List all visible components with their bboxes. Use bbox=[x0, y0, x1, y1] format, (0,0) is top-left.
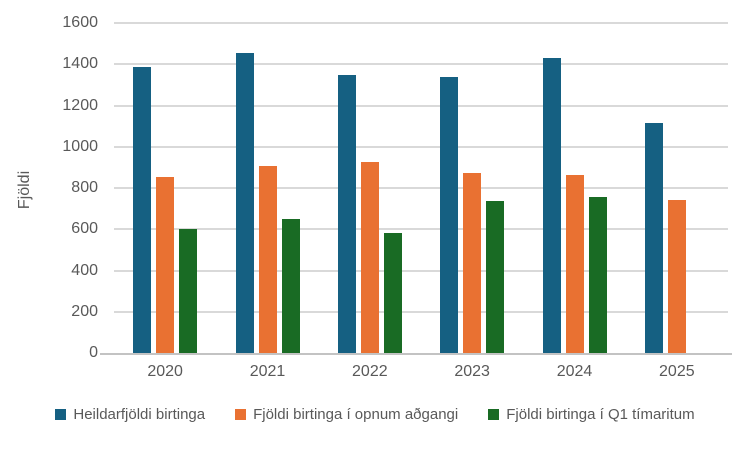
bar-2020 bbox=[156, 177, 175, 353]
legend-swatch bbox=[235, 409, 247, 420]
x-tick-label: 2020 bbox=[147, 363, 183, 380]
legend-swatch bbox=[488, 409, 500, 420]
legend: Heildarfjöldi birtinga Fjöldi birtinga í … bbox=[0, 406, 750, 423]
legend-swatch bbox=[55, 409, 67, 420]
bar-group-2023 bbox=[440, 77, 505, 353]
bar-2021 bbox=[258, 166, 277, 353]
y-tick-label: 200 bbox=[71, 302, 98, 320]
legend-item: Heildarfjöldi birtinga bbox=[55, 406, 205, 423]
x-tick-label: 2022 bbox=[352, 363, 388, 380]
y-tick-label: 400 bbox=[71, 261, 98, 279]
y-tick-label: 1400 bbox=[62, 55, 98, 73]
bar-2025 bbox=[667, 200, 686, 353]
bar-2022 bbox=[383, 233, 402, 353]
y-tick-label: 0 bbox=[89, 344, 98, 361]
bar-2023 bbox=[463, 173, 482, 353]
gridline bbox=[114, 310, 728, 313]
bar-2020 bbox=[133, 67, 152, 353]
legend-item: Fjöldi birtinga í Q1 tímaritum bbox=[488, 406, 695, 423]
legend-item: Fjöldi birtinga í opnum aðgangi bbox=[235, 406, 458, 423]
bar-2023 bbox=[440, 77, 459, 353]
gridline bbox=[114, 187, 728, 189]
bar-group-2020 bbox=[133, 67, 198, 353]
bar-2024 bbox=[588, 197, 607, 353]
bar-2022 bbox=[337, 75, 356, 353]
gridline bbox=[114, 228, 728, 231]
bar-group-2024 bbox=[542, 58, 607, 353]
x-tick-label: 2025 bbox=[659, 363, 695, 380]
x-tick-label: 2023 bbox=[454, 363, 490, 380]
legend-label: Heildarfjöldi birtinga bbox=[73, 406, 206, 423]
gridline bbox=[114, 22, 728, 24]
y-tick-label: 800 bbox=[71, 179, 98, 196]
x-tick-label: 2024 bbox=[556, 363, 593, 380]
gridline bbox=[114, 269, 728, 272]
gridline bbox=[114, 63, 728, 66]
bar-group-2022 bbox=[337, 75, 402, 353]
bar-group-2025 bbox=[644, 123, 709, 353]
bar-2025 bbox=[644, 123, 663, 353]
gridline bbox=[114, 145, 728, 148]
y-tick-label: 1600 bbox=[62, 14, 98, 31]
bar-2024 bbox=[565, 175, 584, 353]
legend-label: Fjöldi birtinga í Q1 tímaritum bbox=[506, 406, 695, 423]
bar-2021 bbox=[281, 219, 300, 353]
x-tick-label: 2021 bbox=[249, 363, 286, 380]
bar-2024 bbox=[542, 58, 561, 353]
bar-2022 bbox=[360, 162, 379, 353]
plot-area bbox=[100, 22, 732, 355]
y-tick-label: 1200 bbox=[62, 96, 98, 114]
legend-label: Fjöldi birtinga í opnum aðgangi bbox=[253, 406, 459, 423]
gridline bbox=[114, 104, 728, 107]
y-tick-label: 1000 bbox=[62, 137, 98, 155]
bar-2023 bbox=[486, 201, 505, 353]
y-tick-label: 600 bbox=[71, 220, 98, 238]
bar-2020 bbox=[179, 229, 198, 353]
bar-2021 bbox=[235, 53, 254, 353]
bar-group-2021 bbox=[235, 53, 300, 353]
x-axis-line bbox=[100, 353, 732, 355]
